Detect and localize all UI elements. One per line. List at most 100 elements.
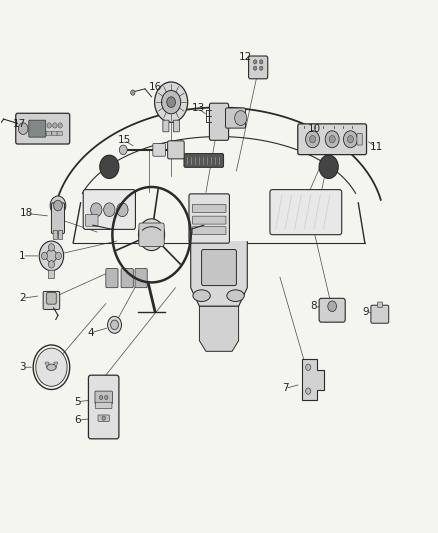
Circle shape <box>325 131 339 148</box>
FancyBboxPatch shape <box>52 131 57 135</box>
FancyBboxPatch shape <box>192 227 226 235</box>
Circle shape <box>131 90 135 95</box>
Text: 9: 9 <box>363 306 369 317</box>
Circle shape <box>91 203 102 216</box>
FancyBboxPatch shape <box>378 302 383 308</box>
FancyBboxPatch shape <box>192 216 226 224</box>
FancyBboxPatch shape <box>189 194 230 243</box>
Wedge shape <box>45 362 49 367</box>
Circle shape <box>329 135 335 143</box>
Circle shape <box>253 60 257 64</box>
FancyBboxPatch shape <box>319 298 345 322</box>
Circle shape <box>328 301 336 312</box>
FancyBboxPatch shape <box>98 415 110 421</box>
Text: 12: 12 <box>238 52 252 62</box>
FancyBboxPatch shape <box>51 203 64 233</box>
Polygon shape <box>191 241 247 306</box>
Circle shape <box>162 91 181 114</box>
FancyBboxPatch shape <box>201 249 237 286</box>
Circle shape <box>53 123 57 128</box>
FancyBboxPatch shape <box>58 230 63 239</box>
Circle shape <box>138 219 165 251</box>
FancyBboxPatch shape <box>83 190 135 229</box>
FancyBboxPatch shape <box>29 120 46 137</box>
Circle shape <box>39 241 64 271</box>
FancyBboxPatch shape <box>357 133 362 145</box>
Text: 11: 11 <box>370 142 383 152</box>
Circle shape <box>36 348 67 386</box>
FancyBboxPatch shape <box>43 292 60 310</box>
Text: 10: 10 <box>307 124 321 134</box>
Text: 8: 8 <box>311 301 317 311</box>
Circle shape <box>50 196 66 215</box>
FancyBboxPatch shape <box>135 269 147 288</box>
Text: 7: 7 <box>282 383 289 393</box>
FancyBboxPatch shape <box>249 56 268 79</box>
FancyBboxPatch shape <box>226 108 246 128</box>
Circle shape <box>235 111 247 125</box>
Circle shape <box>108 317 121 333</box>
Circle shape <box>105 395 108 400</box>
FancyBboxPatch shape <box>153 143 166 156</box>
Text: 2: 2 <box>19 293 25 303</box>
Circle shape <box>48 244 54 251</box>
Circle shape <box>310 135 316 143</box>
Text: 17: 17 <box>13 119 26 130</box>
Circle shape <box>343 131 357 148</box>
Circle shape <box>117 203 128 216</box>
Circle shape <box>99 395 103 400</box>
Circle shape <box>111 320 118 329</box>
FancyBboxPatch shape <box>46 131 51 135</box>
Circle shape <box>306 388 311 394</box>
Text: 1: 1 <box>19 251 25 261</box>
FancyBboxPatch shape <box>95 402 112 409</box>
FancyBboxPatch shape <box>168 141 184 159</box>
Circle shape <box>259 66 263 70</box>
Text: 16: 16 <box>149 82 162 92</box>
FancyBboxPatch shape <box>85 215 98 226</box>
FancyBboxPatch shape <box>95 391 113 404</box>
Text: 3: 3 <box>19 362 25 372</box>
FancyBboxPatch shape <box>173 120 180 132</box>
FancyBboxPatch shape <box>47 293 56 304</box>
Text: 4: 4 <box>87 328 94 338</box>
Text: 18: 18 <box>20 208 33 219</box>
FancyBboxPatch shape <box>192 205 226 213</box>
Ellipse shape <box>193 290 210 302</box>
FancyBboxPatch shape <box>121 269 133 288</box>
Circle shape <box>102 416 106 420</box>
FancyBboxPatch shape <box>163 120 169 132</box>
FancyBboxPatch shape <box>371 305 389 323</box>
Circle shape <box>100 155 119 179</box>
Circle shape <box>253 66 257 70</box>
FancyBboxPatch shape <box>57 131 62 135</box>
Circle shape <box>46 249 57 262</box>
Circle shape <box>306 131 320 148</box>
Polygon shape <box>199 306 239 351</box>
Circle shape <box>306 364 311 370</box>
Ellipse shape <box>227 290 244 302</box>
FancyBboxPatch shape <box>48 270 54 279</box>
FancyBboxPatch shape <box>298 124 367 155</box>
Circle shape <box>259 60 263 64</box>
FancyBboxPatch shape <box>209 103 229 140</box>
FancyBboxPatch shape <box>88 375 119 439</box>
Circle shape <box>48 261 54 268</box>
Circle shape <box>155 82 187 122</box>
FancyBboxPatch shape <box>184 154 223 167</box>
Wedge shape <box>53 362 58 367</box>
Polygon shape <box>302 359 324 400</box>
Circle shape <box>55 252 61 260</box>
Circle shape <box>53 200 62 211</box>
Ellipse shape <box>47 364 56 370</box>
Circle shape <box>319 155 338 179</box>
FancyBboxPatch shape <box>270 190 342 235</box>
FancyBboxPatch shape <box>53 230 57 239</box>
Circle shape <box>47 123 51 128</box>
Text: 6: 6 <box>74 415 81 425</box>
Text: 15: 15 <box>117 135 131 146</box>
Text: 13: 13 <box>191 103 205 114</box>
Circle shape <box>104 203 115 216</box>
Text: 5: 5 <box>74 397 81 407</box>
FancyBboxPatch shape <box>16 114 70 144</box>
